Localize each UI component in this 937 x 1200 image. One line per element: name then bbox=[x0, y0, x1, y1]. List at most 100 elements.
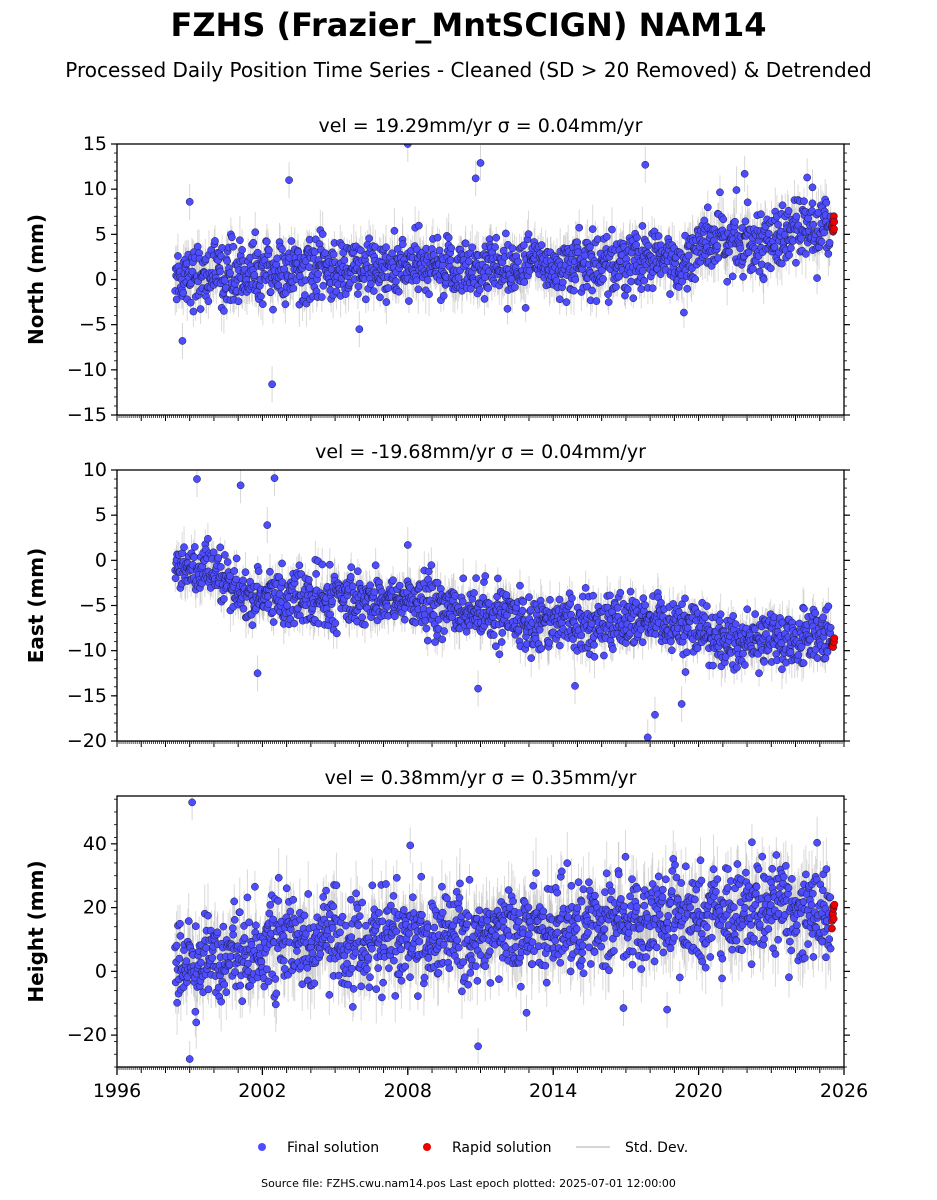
final-solution-point bbox=[283, 601, 291, 610]
final-solution-point bbox=[405, 297, 413, 305]
final-solution-point bbox=[281, 300, 290, 309]
final-solution-point bbox=[725, 247, 733, 256]
final-solution-point bbox=[581, 251, 589, 260]
final-solution-point bbox=[278, 578, 287, 587]
rapid-solution-point bbox=[830, 225, 838, 233]
y-axis-label: North (mm) bbox=[24, 214, 48, 345]
final-solution-point bbox=[570, 286, 578, 295]
final-solution-point bbox=[716, 188, 724, 197]
final-solution-point bbox=[223, 257, 231, 265]
final-solution-point bbox=[223, 558, 232, 566]
final-solution-point bbox=[508, 244, 517, 253]
final-solution-point bbox=[226, 269, 234, 277]
final-solution-point bbox=[632, 241, 641, 249]
final-solution-point bbox=[755, 267, 764, 276]
final-solution-point bbox=[749, 264, 757, 273]
final-solution-point bbox=[204, 534, 212, 543]
final-solution-point bbox=[575, 223, 584, 232]
final-solution-point bbox=[376, 293, 384, 302]
final-solution-point bbox=[211, 237, 219, 245]
points bbox=[171, 474, 839, 741]
panel-title: vel = 19.29mm/yr σ = 0.04mm/yr bbox=[319, 115, 643, 137]
final-solution-point bbox=[822, 198, 831, 207]
final-solution-point bbox=[220, 595, 228, 603]
final-solution-point bbox=[274, 281, 283, 290]
final-solution-point bbox=[340, 256, 349, 264]
final-solution-point bbox=[808, 199, 817, 208]
final-solution-point bbox=[571, 275, 580, 284]
final-solution-point bbox=[825, 238, 834, 247]
final-solution-point bbox=[180, 543, 188, 552]
final-solution-point bbox=[230, 567, 239, 575]
final-solution-point bbox=[615, 272, 623, 281]
final-solution-point bbox=[648, 284, 657, 293]
y-tick-label: −15 bbox=[67, 404, 107, 426]
final-solution-point bbox=[666, 290, 674, 298]
final-solution-point bbox=[265, 246, 273, 255]
final-solution-point bbox=[739, 272, 747, 281]
final-solution-point bbox=[583, 282, 591, 291]
final-solution-point bbox=[731, 217, 739, 226]
final-solution-point bbox=[414, 285, 423, 294]
final-solution-point bbox=[174, 252, 182, 260]
final-solution-point bbox=[641, 160, 650, 169]
final-solution-point bbox=[759, 275, 768, 284]
final-solution-point bbox=[524, 230, 533, 238]
final-solution-point bbox=[171, 574, 180, 583]
final-solution-point bbox=[519, 241, 528, 250]
final-solution-point bbox=[258, 300, 267, 308]
final-solution-point bbox=[425, 290, 433, 299]
final-solution-point bbox=[314, 270, 323, 279]
y-tick-label: 5 bbox=[95, 223, 107, 245]
final-solution-point bbox=[257, 292, 265, 301]
final-solution-point bbox=[468, 243, 477, 252]
final-solution-point bbox=[446, 256, 455, 265]
final-solution-point bbox=[196, 305, 205, 313]
final-solution-point bbox=[190, 543, 199, 551]
final-solution-point bbox=[719, 215, 728, 224]
final-solution-point bbox=[172, 295, 181, 304]
final-solution-point bbox=[820, 228, 828, 237]
final-solution-point bbox=[562, 298, 571, 307]
final-solution-point bbox=[740, 169, 749, 178]
final-solution-point bbox=[382, 243, 390, 252]
final-solution-point bbox=[228, 233, 236, 242]
final-solution-point bbox=[792, 258, 800, 267]
data-layer bbox=[171, 470, 839, 741]
final-solution-point bbox=[588, 225, 597, 233]
final-solution-point bbox=[623, 285, 632, 294]
final-solution-point bbox=[656, 270, 665, 279]
final-solution-point bbox=[214, 554, 223, 562]
final-solution-point bbox=[287, 237, 296, 245]
final-solution-point bbox=[466, 284, 475, 293]
final-solution-point bbox=[736, 244, 744, 253]
final-solution-point bbox=[792, 212, 801, 221]
final-solution-point bbox=[599, 275, 607, 283]
final-solution-point bbox=[787, 244, 795, 252]
final-solution-point bbox=[444, 233, 453, 242]
final-solution-point bbox=[354, 282, 363, 291]
final-solution-point bbox=[388, 249, 396, 258]
final-solution-point bbox=[703, 203, 712, 212]
final-solution-point bbox=[824, 250, 833, 258]
final-solution-point bbox=[241, 568, 250, 577]
final-solution-point bbox=[390, 226, 399, 235]
final-solution-point bbox=[295, 561, 304, 570]
rapid-solution-point bbox=[830, 218, 839, 226]
y-tick-label: 15 bbox=[83, 133, 107, 155]
final-solution-point bbox=[480, 295, 489, 303]
final-solution-point bbox=[633, 233, 641, 242]
final-solution-point bbox=[263, 237, 271, 246]
final-solution-point bbox=[492, 233, 501, 242]
final-solution-point bbox=[275, 590, 284, 598]
final-solution-point bbox=[800, 197, 808, 206]
final-solution-point bbox=[592, 297, 601, 305]
y-tick-label: 0 bbox=[95, 269, 107, 291]
final-solution-point bbox=[249, 238, 258, 247]
final-solution-point bbox=[683, 284, 692, 293]
final-solution-point bbox=[604, 290, 612, 299]
final-solution-point bbox=[757, 210, 765, 218]
final-solution-point bbox=[674, 283, 683, 291]
final-solution-point bbox=[684, 251, 693, 260]
final-solution-point bbox=[454, 273, 463, 282]
